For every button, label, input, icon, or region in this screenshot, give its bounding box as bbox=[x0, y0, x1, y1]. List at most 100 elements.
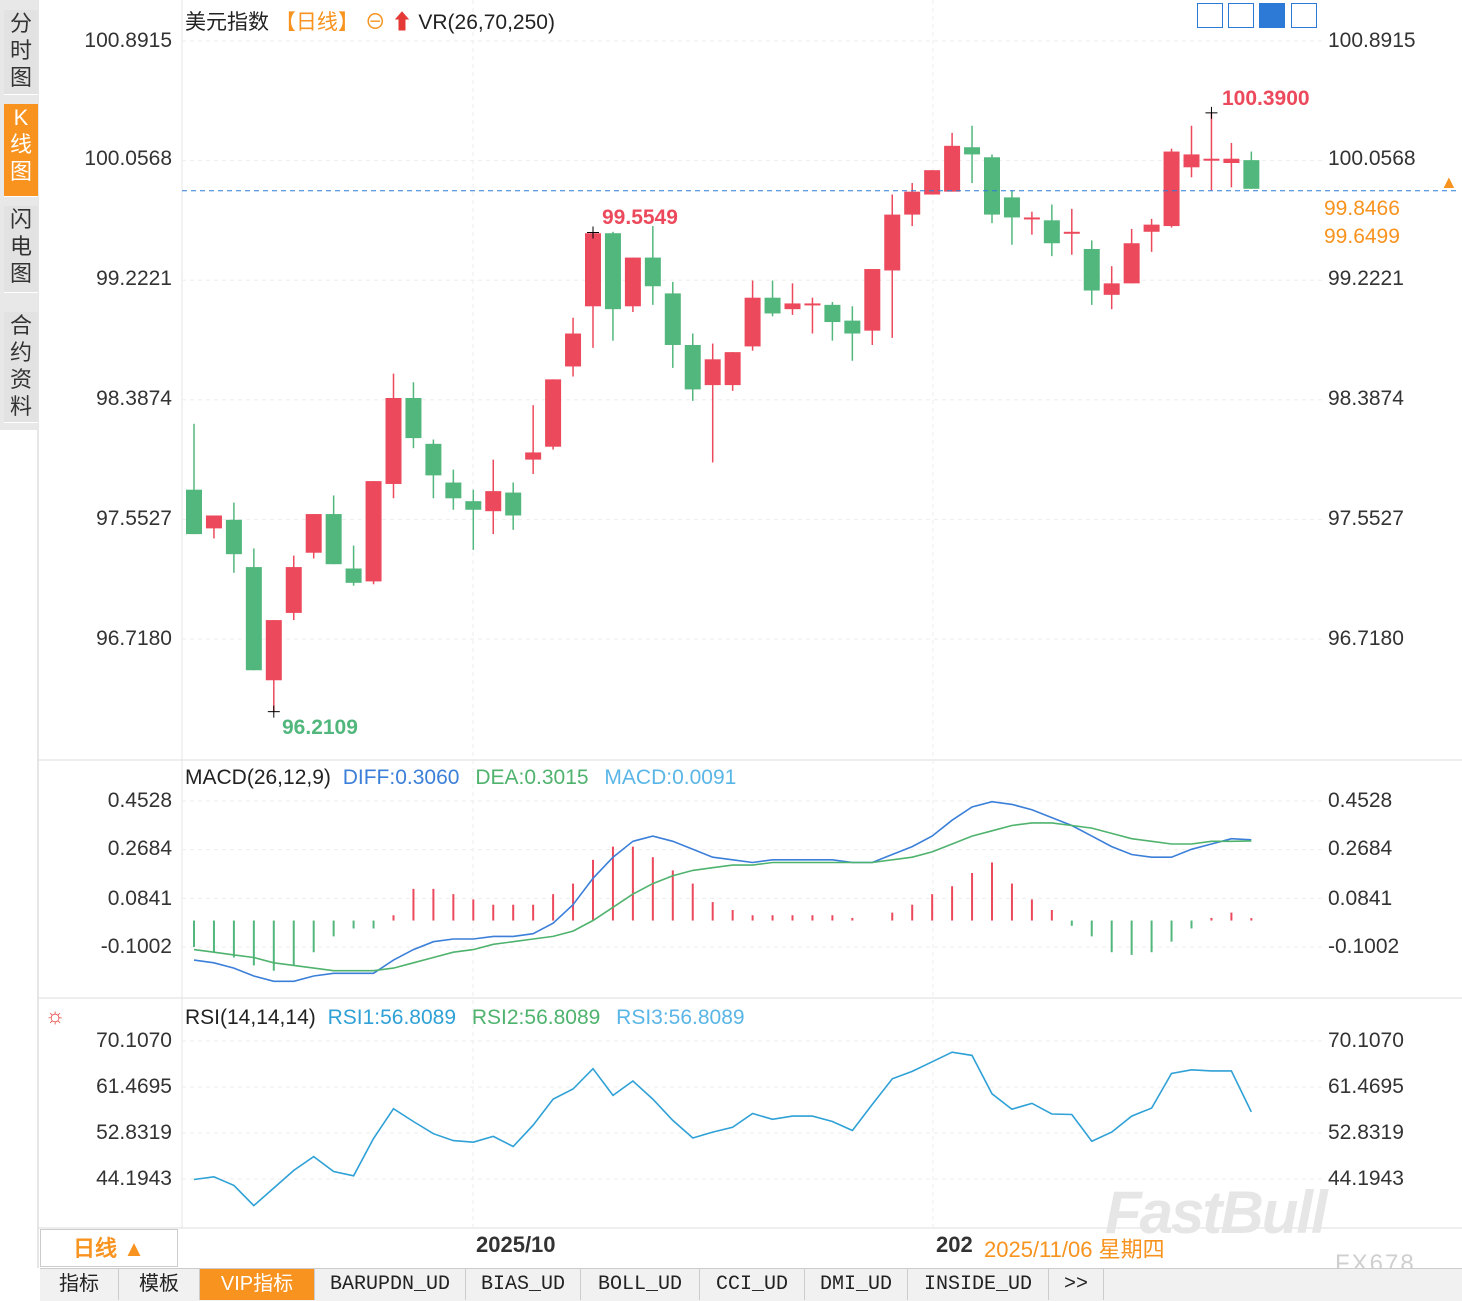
price-axis-left-2: 99.2221 bbox=[96, 267, 172, 290]
rsi-axis-left-1: 61.4695 bbox=[96, 1075, 172, 1098]
tab-inside[interactable]: INSIDE_UD bbox=[908, 1269, 1049, 1300]
macd-axis-right-0: 0.4528 bbox=[1328, 789, 1393, 812]
candle-body bbox=[624, 257, 641, 307]
price-axis-right-3: 98.3874 bbox=[1328, 387, 1404, 410]
macd-axis-right-2: 0.0841 bbox=[1328, 887, 1393, 910]
zoom-icon[interactable] bbox=[1228, 3, 1254, 28]
macd-diff-line bbox=[193, 800, 1252, 983]
macd-dea: DEA:0.3015 bbox=[475, 766, 589, 789]
annotation-low: 96.2109 bbox=[282, 716, 358, 739]
tab-timeshare[interactable]: 分时图 bbox=[4, 10, 38, 95]
candle-body bbox=[305, 514, 322, 553]
rsi-name: RSI(14,14,14) bbox=[185, 1006, 316, 1029]
macd-header: MACD(26,12,9) DIFF:0.3060 DEA:0.3015 MAC… bbox=[185, 766, 736, 790]
candle-body bbox=[1123, 243, 1140, 284]
candle-body bbox=[744, 297, 761, 347]
macd-axis-left-3: -0.1002 bbox=[100, 935, 172, 958]
candle-body bbox=[225, 519, 242, 555]
rsi-axis-right-0: 70.1070 bbox=[1328, 1029, 1404, 1052]
price-axis-left-5: 96.7180 bbox=[96, 627, 172, 650]
candle-body bbox=[684, 344, 701, 390]
tab-cci[interactable]: CCI_UD bbox=[700, 1269, 805, 1300]
candle-body bbox=[764, 297, 781, 314]
rsi-axis-right-1: 61.4695 bbox=[1328, 1075, 1404, 1098]
candle-body bbox=[984, 157, 1000, 215]
candle-body bbox=[1023, 217, 1040, 220]
candle-body bbox=[325, 514, 342, 565]
candle-body bbox=[1083, 248, 1100, 291]
crosshair-icon[interactable] bbox=[1197, 3, 1223, 28]
tab-more[interactable]: >> bbox=[1049, 1269, 1104, 1300]
rsi-2: RSI2:56.8089 bbox=[471, 1006, 601, 1029]
x-label-month: 2025/10 bbox=[476, 1232, 556, 1257]
macd-diff: DIFF:0.3060 bbox=[342, 766, 460, 789]
candle-body bbox=[824, 304, 841, 323]
bottom-tab-bar: 指标 模板 VIP指标 BARUPDN_UD BIAS_UD BOLL_UD C… bbox=[40, 1268, 1462, 1301]
price-axis-left-1: 100.0568 bbox=[84, 147, 172, 170]
candle-body bbox=[186, 489, 202, 535]
up-arrow-icon: ⬆ bbox=[391, 11, 413, 34]
rsi-line bbox=[193, 1051, 1253, 1207]
price-axis-left-0: 100.8915 bbox=[84, 29, 172, 52]
forward-icon[interactable] bbox=[1291, 3, 1317, 28]
tab-barupdn[interactable]: BARUPDN_UD bbox=[315, 1269, 466, 1300]
candle-body bbox=[844, 320, 861, 334]
tab-dmi[interactable]: DMI_UD bbox=[805, 1269, 908, 1300]
price-axis-right-2: 99.2221 bbox=[1328, 267, 1404, 290]
cursor-date: 2025/11/06 星期四 bbox=[984, 1237, 1165, 1262]
candle-body bbox=[585, 233, 601, 307]
candle-body bbox=[345, 568, 362, 583]
rsi-axis-right-2: 52.8319 bbox=[1328, 1121, 1404, 1144]
tab-vip-indicator[interactable]: VIP指标 bbox=[200, 1269, 315, 1300]
rsi-3: RSI3:56.8089 bbox=[616, 1006, 745, 1029]
candle-body bbox=[964, 147, 981, 155]
period-tag[interactable]: 【日线】 bbox=[274, 11, 359, 34]
candle-body bbox=[265, 620, 282, 681]
candle-body bbox=[465, 501, 482, 510]
macd-axis-right-3: -0.1002 bbox=[1328, 935, 1400, 958]
candle-body bbox=[425, 443, 442, 476]
candle-body bbox=[664, 293, 681, 345]
indicator-name: VR(26,70,250) bbox=[418, 11, 555, 34]
candle-body bbox=[1003, 197, 1020, 218]
tab-indicator[interactable]: 指标 bbox=[40, 1269, 119, 1300]
tab-flash[interactable]: 闪电图 bbox=[4, 206, 38, 293]
candle-body bbox=[1143, 224, 1160, 232]
draw-icon[interactable] bbox=[1259, 3, 1285, 28]
settings-icon[interactable]: ⊖ bbox=[364, 11, 386, 34]
candle-body bbox=[784, 303, 801, 310]
price-axis-left-3: 98.3874 bbox=[96, 387, 172, 410]
rsi-header: RSI(14,14,14) RSI1:56.8089 RSI2:56.8089 … bbox=[185, 1006, 745, 1030]
tab-contract-info[interactable]: 合约资料 bbox=[4, 312, 38, 423]
current-price-tag: 99.8466 bbox=[1324, 197, 1400, 220]
candle-body bbox=[1183, 154, 1200, 168]
price-axis-right-0: 100.8915 bbox=[1328, 29, 1416, 52]
current-price-arrow-icon: ▲ bbox=[1440, 172, 1458, 192]
price-axis-left-4: 97.5527 bbox=[96, 507, 172, 530]
tab-boll[interactable]: BOLL_UD bbox=[581, 1269, 700, 1300]
macd-macd: MACD:0.0091 bbox=[604, 766, 737, 789]
tab-bias[interactable]: BIAS_UD bbox=[466, 1269, 581, 1300]
candle-body bbox=[565, 333, 582, 367]
candle-body bbox=[864, 269, 881, 331]
annotation-mid-high: 99.5549 bbox=[602, 206, 678, 229]
candle-body bbox=[704, 359, 721, 386]
tab-template[interactable]: 模板 bbox=[119, 1269, 200, 1300]
candle-body bbox=[604, 233, 621, 310]
candle-body bbox=[644, 257, 661, 287]
candle-body bbox=[1203, 158, 1220, 161]
chart-header: 美元指数 【日线】 ⊖ ⬆ VR(26,70,250) bbox=[185, 6, 555, 36]
macd-axis-left-0: 0.4528 bbox=[107, 789, 172, 812]
candle-body bbox=[485, 491, 502, 512]
macd-axis-right-1: 0.2684 bbox=[1328, 837, 1393, 860]
macd-axis-left-1: 0.2684 bbox=[107, 837, 172, 860]
candle-body bbox=[1223, 158, 1240, 164]
symbol-name: 美元指数 bbox=[185, 11, 269, 34]
sun-icon[interactable]: ☼ bbox=[45, 1003, 66, 1028]
price-axis-right-5: 96.7180 bbox=[1328, 627, 1404, 650]
candle-body bbox=[385, 397, 402, 484]
period-button[interactable]: 日线 ▲ bbox=[40, 1229, 178, 1267]
price-axis-right-1: 100.0568 bbox=[1328, 147, 1416, 170]
